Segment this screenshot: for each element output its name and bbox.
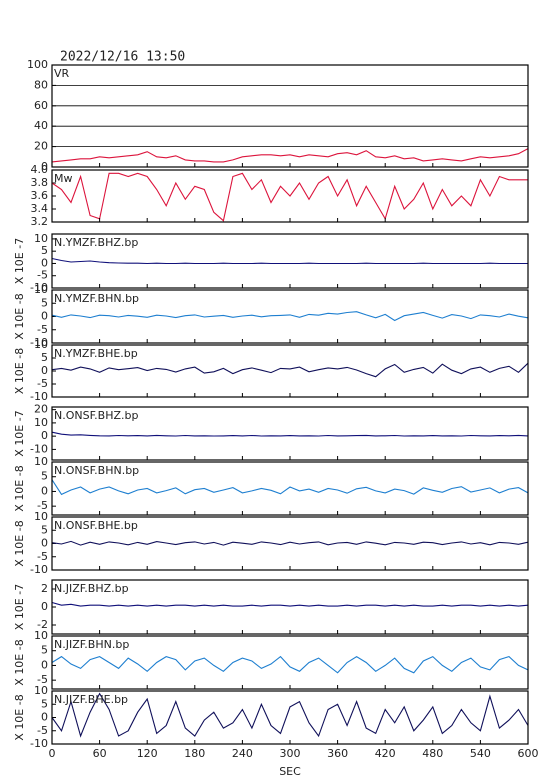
panel-label: N.JIZF.BHE.bp — [54, 693, 128, 706]
trace — [51, 601, 529, 607]
y-tick-label: 40 — [34, 119, 48, 132]
y-axis-label: X 10E -7 — [13, 410, 26, 456]
panel-label: VR — [54, 67, 70, 80]
y-tick-label: 3.4 — [31, 202, 49, 215]
panel-label: N.ONSF.BHZ.bp — [54, 409, 138, 422]
trace — [51, 431, 529, 437]
y-tick-label: -10 — [30, 442, 48, 455]
trace — [51, 540, 529, 546]
trace — [51, 257, 528, 265]
y-tick-label: 0 — [41, 711, 48, 724]
y-tick-label: -10 — [30, 336, 48, 349]
panel-label: N.JIZF.BHN.bp — [54, 638, 129, 651]
y-tick-label: 10 — [34, 455, 48, 468]
y-tick-label: 5 — [41, 244, 48, 257]
trace — [51, 362, 529, 378]
panel-label: N.YMZF.BHZ.bp — [54, 236, 138, 249]
x-tick-label: 360 — [327, 747, 348, 760]
y-tick-label: 0 — [41, 600, 48, 613]
y-tick-label: -5 — [37, 499, 48, 512]
y-tick-label: -10 — [30, 563, 48, 576]
x-tick-label: 600 — [518, 747, 539, 760]
x-tick-label: 60 — [93, 747, 107, 760]
y-tick-label: 10 — [34, 684, 48, 697]
chart-title: 2022/12/16 13:50 — [60, 50, 185, 65]
y-tick-label: 5 — [41, 644, 48, 657]
trace — [51, 479, 529, 496]
panel-label: N.YMZF.BHE.bp — [54, 347, 138, 360]
trace — [51, 148, 529, 163]
x-tick-label: 420 — [375, 747, 396, 760]
y-tick-label: 100 — [27, 58, 48, 71]
y-tick-label: 10 — [34, 283, 48, 296]
y-tick-label: 10 — [34, 338, 48, 351]
x-tick-label: 120 — [137, 747, 158, 760]
y-tick-label: 60 — [34, 99, 48, 112]
y-tick-label: -5 — [37, 550, 48, 563]
y-tick-label: 5 — [41, 470, 48, 483]
y-axis-label: X 10E -8 — [13, 694, 26, 740]
y-axis-label: X 10E -8 — [13, 348, 26, 394]
y-tick-label: 20 — [34, 403, 48, 416]
y-tick-label: -5 — [37, 269, 48, 282]
y-tick-label: -2 — [37, 618, 48, 631]
y-tick-label: 0 — [41, 658, 48, 671]
trace — [51, 172, 528, 222]
panel-label: Mw — [54, 172, 73, 185]
trace — [51, 692, 529, 738]
y-tick-label: -10 — [30, 281, 48, 294]
y-axis-label: X 10E -8 — [13, 639, 26, 685]
y-tick-label: 3.2 — [31, 215, 49, 228]
x-tick-label: 540 — [470, 747, 491, 760]
x-tick-label: 0 — [49, 747, 56, 760]
y-tick-label: -10 — [30, 390, 48, 403]
y-tick-label: -5 — [37, 323, 48, 336]
y-tick-label: 0 — [41, 364, 48, 377]
x-axis-label: SEC — [279, 765, 301, 778]
y-tick-label: 0 — [41, 429, 48, 442]
panel-frame — [51, 64, 529, 168]
y-axis-label: X 10E -7 — [13, 238, 26, 284]
y-tick-label: 3.6 — [31, 189, 49, 202]
y-tick-label: -5 — [37, 724, 48, 737]
y-tick-label: 3.8 — [31, 176, 49, 189]
y-axis-label: X 10E -8 — [13, 520, 26, 566]
y-tick-label: 5 — [41, 296, 48, 309]
y-tick-label: 80 — [34, 78, 48, 91]
y-tick-label: 4.0 — [31, 163, 49, 176]
x-tick-label: 180 — [184, 747, 205, 760]
y-tick-label: -5 — [37, 377, 48, 390]
y-tick-label: 0 — [41, 160, 48, 173]
trace — [51, 655, 529, 674]
y-tick-label: 0 — [41, 310, 48, 323]
x-tick-label: 300 — [280, 747, 301, 760]
y-tick-label: 5 — [41, 351, 48, 364]
x-tick-label: 240 — [232, 747, 253, 760]
panel-label: N.YMZF.BHN.bp — [54, 292, 139, 305]
y-tick-label: 5 — [41, 697, 48, 710]
x-tick-label: 480 — [422, 747, 443, 760]
panel-label: N.ONSF.BHE.bp — [54, 519, 138, 532]
y-tick-label: 10 — [34, 510, 48, 523]
trace — [51, 311, 529, 322]
y-tick-label: 0 — [41, 537, 48, 550]
y-tick-label: -10 — [30, 737, 48, 750]
y-tick-label: 10 — [34, 232, 48, 245]
y-tick-label: 2 — [41, 582, 48, 595]
y-tick-label: 0 — [41, 256, 48, 269]
y-axis-label: X 10E -7 — [13, 584, 26, 630]
y-tick-label: 20 — [34, 140, 48, 153]
y-tick-label: -5 — [37, 673, 48, 686]
y-tick-label: 5 — [41, 523, 48, 536]
y-axis-label: X 10E -8 — [13, 465, 26, 511]
y-tick-label: 10 — [34, 416, 48, 429]
y-tick-label: 10 — [34, 629, 48, 642]
panel-label: N.ONSF.BHN.bp — [54, 464, 139, 477]
panel-label: N.JIZF.BHZ.bp — [54, 582, 129, 595]
y-tick-label: 0 — [41, 484, 48, 497]
y-axis-label: X 10E -8 — [13, 293, 26, 339]
